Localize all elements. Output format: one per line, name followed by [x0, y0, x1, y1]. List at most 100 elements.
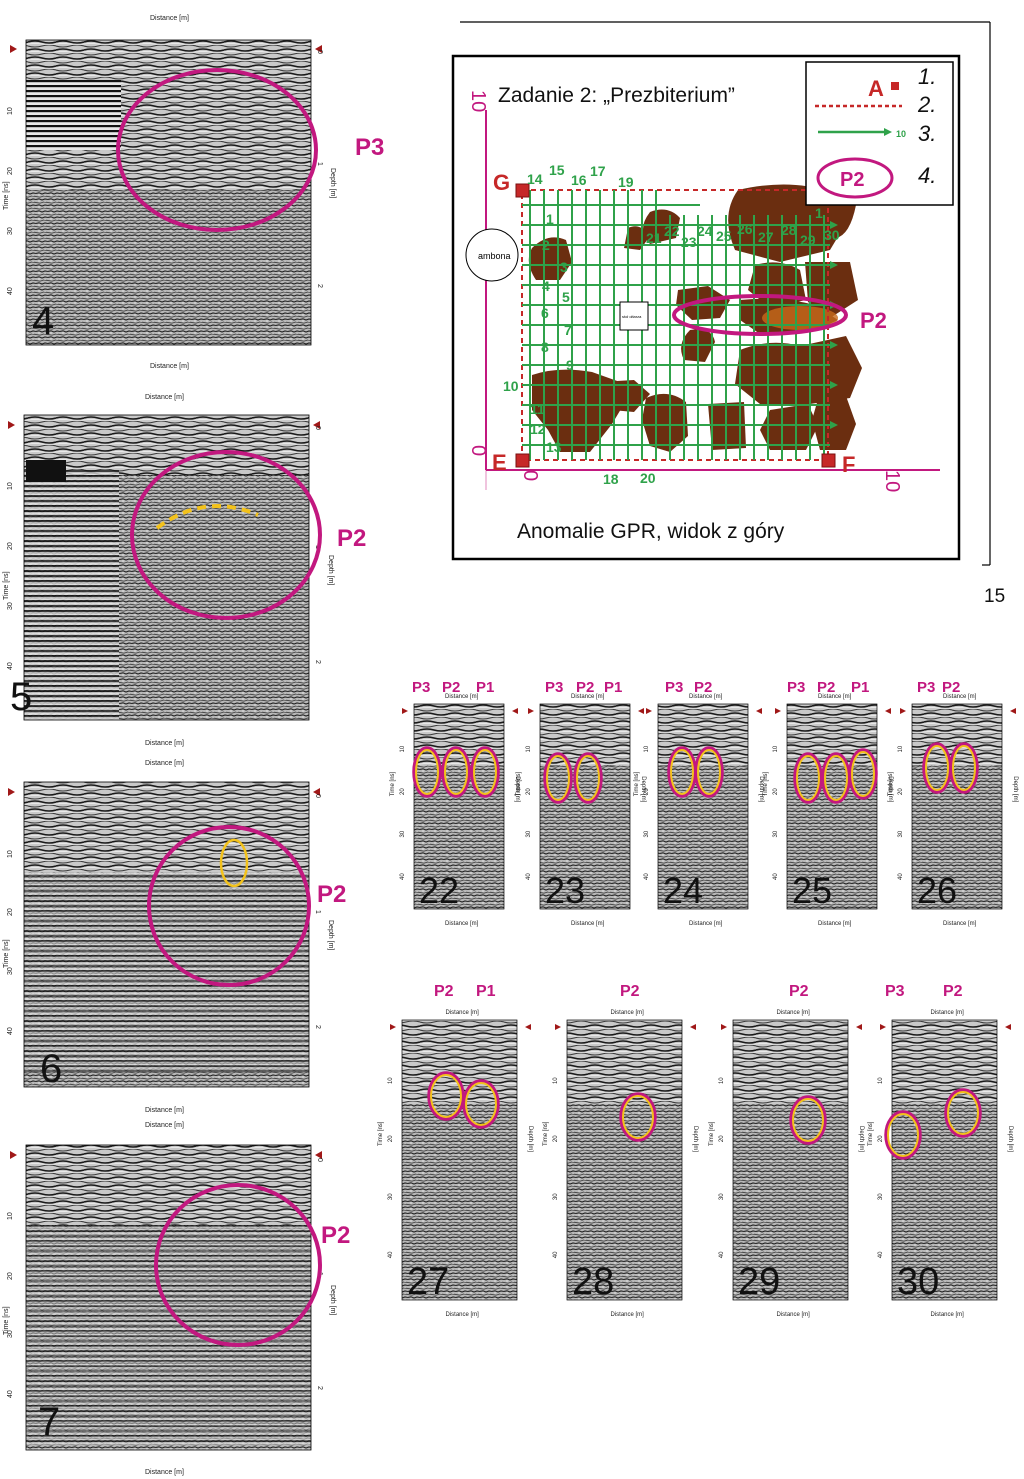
svg-text:13: 13 [546, 439, 562, 455]
svg-text:22: 22 [664, 223, 680, 239]
corner-marker-e [515, 453, 530, 468]
profile-number: 6 [40, 1047, 62, 1091]
svg-text:6: 6 [541, 305, 549, 321]
time-tick: 10 [388, 1077, 394, 1084]
hyperbola-oval [925, 745, 949, 791]
anomaly-label: P3 [355, 134, 384, 161]
time-tick: 20 [526, 788, 532, 795]
marker-triangle-icon [775, 708, 781, 714]
profile-26: Distance [m]Time [ns] Depth [m]10203040Di… [888, 679, 1018, 927]
corner-label-e: E [492, 450, 507, 475]
svg-text:30: 30 [7, 967, 14, 975]
time-axis-title: Time [ns] [3, 571, 10, 600]
site-map: 15 10 0 0 10 [451, 21, 1005, 607]
time-tick: 40 [553, 1251, 559, 1258]
anomaly-oval [470, 746, 500, 798]
time-tick: 20 [773, 788, 779, 795]
time-axis-title: Time [ns] [3, 939, 10, 968]
anomaly-label: P2 [620, 983, 640, 1000]
corner-marker-g [515, 183, 530, 198]
legend-oval-label: P2 [840, 169, 864, 191]
legend-oval [816, 157, 894, 199]
time-axis-title: Time [ns] [763, 771, 769, 796]
marker-triangle-icon [525, 1024, 531, 1030]
time-axis-title: Time [ns] [543, 1121, 549, 1146]
time-tick: 30 [719, 1193, 725, 1200]
line-numbers: 14 15 16 17 19 1 2 3 4 5 6 7 8 9 10 11 1… [503, 162, 840, 487]
legend-2: 2. [917, 92, 936, 117]
time-tick: 40 [526, 873, 532, 880]
time-axis-title: Time [ns] [3, 181, 10, 210]
marker-triangle-icon [1005, 1024, 1011, 1030]
corner-marker-f [821, 453, 836, 468]
time-tick: 40 [388, 1251, 394, 1258]
profile-6: Distance [m] Time [ns] Depth [m] 10 20 3… [3, 760, 346, 1114]
hyperbola-oval [851, 751, 875, 797]
hyperbola-oval [415, 749, 439, 795]
legend-marker-a: A [868, 76, 884, 101]
hyperbola-oval [697, 749, 721, 795]
time-tick: 10 [719, 1077, 725, 1084]
svg-text:30: 30 [7, 1330, 14, 1338]
corner-label-g: G [493, 170, 510, 195]
time-ticks: 10 20 30 40 [7, 107, 14, 295]
svg-text:25: 25 [716, 228, 732, 244]
hyperbola-oval [947, 1091, 979, 1135]
depth-ticks: 0 1 2 [314, 794, 321, 1029]
profile-number: 30 [897, 1261, 939, 1303]
time-tick: 10 [898, 745, 904, 752]
altar-box [619, 301, 649, 331]
distance-axis-title-top: Distance [m] [931, 1010, 965, 1016]
marker-triangle-icon [8, 788, 15, 796]
marker-triangle-icon [856, 1024, 862, 1030]
distance-axis-title-top: Distance [m] [145, 394, 184, 401]
svg-text:40: 40 [7, 1390, 14, 1398]
svg-text:11: 11 [530, 401, 545, 417]
anomaly-oval [147, 825, 311, 987]
time-tick: 20 [400, 788, 406, 795]
distance-axis-title-bottom: Distance [m] [943, 921, 977, 927]
time-axis-title: Time [ns] [709, 1121, 715, 1146]
anomaly-oval [949, 742, 979, 794]
scale-left-top: 10 [467, 90, 489, 112]
distance-axis-title-top: Distance [m] [943, 694, 977, 700]
time-tick: 10 [878, 1077, 884, 1084]
hyperbola-oval [219, 838, 249, 888]
distance-axis-title-bottom: Distance [m] [145, 1107, 184, 1114]
anomaly-label: P2 [817, 679, 835, 696]
svg-text:0: 0 [314, 794, 321, 798]
legend-arrow-num: 10 [896, 129, 906, 139]
time-tick: 20 [719, 1135, 725, 1142]
distance-axis-title-bottom: Distance [m] [818, 921, 852, 927]
hyperbola-oval [824, 755, 848, 801]
scale-bottom-left: 0 [519, 470, 541, 481]
time-axis-title: Time [ns] [378, 1121, 384, 1146]
anomaly-label: P2 [789, 983, 809, 1000]
svg-text:24: 24 [697, 223, 713, 239]
svg-text:0: 0 [316, 50, 323, 54]
depth-axis-title: Depth [m] [887, 776, 893, 802]
anomaly-label: P1 [476, 679, 494, 696]
time-tick: 30 [553, 1193, 559, 1200]
time-tick: 10 [553, 1077, 559, 1084]
profile-number: 27 [407, 1261, 449, 1303]
svg-text:40: 40 [7, 287, 14, 295]
svg-text:20: 20 [7, 542, 14, 550]
svg-text:17: 17 [590, 163, 606, 179]
svg-text:2: 2 [314, 1025, 321, 1029]
distance-axis-title-bottom: Distance [m] [689, 921, 723, 927]
time-axis-title: Time [ns] [390, 771, 396, 796]
profile-24: Distance [m]Time [ns] Depth [m]10203040Di… [634, 679, 764, 927]
svg-text:1: 1 [546, 211, 554, 227]
time-tick: 10 [526, 745, 532, 752]
time-tick: 30 [773, 830, 779, 837]
hyperbola-oval [473, 749, 497, 795]
hyperbola-oval [792, 1098, 824, 1142]
svg-text:40: 40 [7, 662, 14, 670]
svg-text:0: 0 [314, 426, 321, 430]
distance-axis-title-top: Distance [m] [818, 694, 852, 700]
marker-triangle-icon [690, 1024, 696, 1030]
marker-triangle-icon [756, 708, 762, 714]
profile-22: Distance [m]Time [ns] Depth [m]10203040Di… [390, 679, 520, 927]
marker-triangle-icon [512, 708, 518, 714]
